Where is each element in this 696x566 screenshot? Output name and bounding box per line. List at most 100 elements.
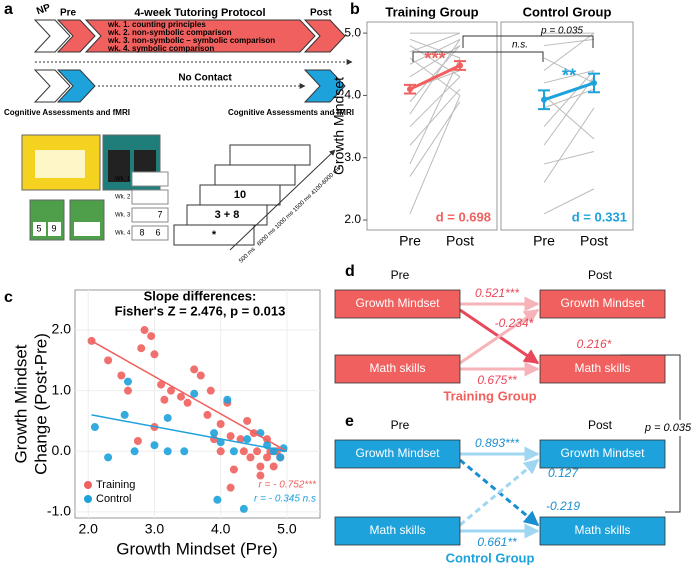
no-contact: No Contact bbox=[178, 73, 232, 84]
wk1-card bbox=[131, 171, 169, 187]
pre-chevron bbox=[56, 19, 96, 53]
individual-line bbox=[543, 38, 595, 47]
node-label: Math skills bbox=[369, 361, 425, 375]
column-head: Post bbox=[588, 418, 613, 432]
scatter-point bbox=[157, 380, 166, 389]
node-box bbox=[334, 354, 461, 384]
scatter-point bbox=[120, 410, 129, 419]
individual-line bbox=[543, 188, 595, 215]
legend-marker bbox=[84, 495, 92, 503]
panel-a-shapes bbox=[21, 19, 353, 251]
group-label: Training Group bbox=[443, 388, 536, 403]
path-coef: -0.219 bbox=[546, 499, 580, 513]
timing-label: 1500 ms bbox=[292, 193, 313, 213]
individual-line bbox=[543, 95, 595, 140]
x-tick-label: 2.0 bbox=[79, 521, 99, 537]
scatter-point bbox=[276, 453, 285, 462]
x-tick-label: Pre bbox=[533, 233, 555, 249]
x-axis-label: Growth Mindset (Pre) bbox=[116, 539, 278, 558]
scatter-point bbox=[196, 371, 205, 380]
scatter-point bbox=[239, 447, 248, 456]
r-label: r = - 0.345 n.s bbox=[254, 494, 316, 505]
node-label: Growth Mindset bbox=[355, 446, 440, 460]
y-tick-label: 3.0 bbox=[344, 150, 361, 164]
path-coef: 0.216* bbox=[577, 337, 612, 351]
x-tick-label: Pre bbox=[399, 233, 421, 249]
facet-panel bbox=[366, 21, 498, 231]
chart-title: Slope differences: bbox=[144, 288, 257, 303]
node-box bbox=[334, 289, 461, 319]
node-box bbox=[334, 439, 461, 469]
y-axis-label: Change (Post-Pre) bbox=[31, 333, 50, 475]
scatter-point bbox=[256, 462, 265, 471]
scatter-point bbox=[226, 432, 235, 441]
node-box bbox=[539, 289, 666, 319]
scatter-point bbox=[90, 423, 99, 432]
individual-line bbox=[543, 107, 595, 183]
node-label: Growth Mindset bbox=[560, 446, 645, 460]
scatter-point bbox=[226, 483, 235, 492]
card-2 bbox=[48, 222, 61, 236]
scatter-point bbox=[269, 462, 278, 471]
facet-title: Training Group bbox=[385, 4, 478, 19]
bracket-p: p = 0.035 bbox=[540, 26, 583, 37]
y-tick-label: 5.0 bbox=[344, 25, 361, 39]
mean-line bbox=[409, 64, 461, 91]
scatter-point bbox=[246, 453, 255, 462]
pre-label: Pre bbox=[60, 8, 77, 19]
mean-point bbox=[541, 96, 547, 103]
scatter-point bbox=[150, 350, 159, 359]
scatter-point bbox=[183, 398, 192, 407]
assess-left: Cognitive Assessments and fMRI bbox=[4, 108, 130, 117]
card-digit: 9 bbox=[51, 223, 56, 233]
facet-panel bbox=[500, 21, 634, 231]
facet-title: Control Group bbox=[523, 4, 612, 19]
individual-line bbox=[409, 45, 461, 78]
post-label: Post bbox=[310, 8, 332, 19]
np-chevron bbox=[33, 19, 71, 53]
node-label: Math skills bbox=[369, 523, 425, 537]
r-label: r = - 0.752*** bbox=[258, 480, 317, 491]
fit-line bbox=[91, 414, 288, 453]
node-box bbox=[539, 439, 666, 469]
y-tick-label: -1.0 bbox=[47, 503, 71, 519]
scatter-point bbox=[203, 410, 212, 419]
panel-label: a bbox=[4, 1, 13, 18]
protocol-title: 4-week Tutoring Protocol bbox=[134, 7, 265, 19]
legend-label: Control bbox=[96, 493, 131, 505]
individual-line bbox=[409, 32, 461, 53]
scatter-point bbox=[243, 435, 252, 444]
x-tick-label: 3.0 bbox=[145, 521, 165, 537]
path-coef: -0.234* bbox=[495, 316, 534, 330]
panel-label: e bbox=[345, 413, 354, 430]
path-arrow bbox=[459, 458, 540, 527]
protocol-chevron bbox=[84, 19, 316, 53]
np-chevron-2 bbox=[33, 69, 71, 103]
y-tick-label: 4.0 bbox=[344, 88, 361, 102]
path-coef: 0.521*** bbox=[475, 286, 519, 300]
x-tick-label: 4.0 bbox=[211, 521, 231, 537]
scatter-point bbox=[137, 344, 146, 353]
column-head: Pre bbox=[391, 418, 410, 432]
scatter-point bbox=[167, 386, 176, 395]
trial-screen-blank-1 bbox=[214, 164, 296, 186]
scatter-point bbox=[210, 429, 219, 438]
week-label: Wk. 1 bbox=[115, 177, 131, 183]
week-item: wk. 4. symbolic comparison bbox=[107, 44, 214, 53]
column-head: Post bbox=[588, 268, 613, 282]
scatter-point bbox=[206, 386, 215, 395]
scatter-point bbox=[130, 447, 139, 456]
significance: ** bbox=[562, 66, 576, 86]
card-1 bbox=[33, 222, 46, 236]
node-box bbox=[539, 354, 666, 384]
week-item: wk. 2. non-symbolic comparison bbox=[107, 28, 232, 37]
wk4-digit: 6 bbox=[155, 227, 160, 237]
group-p: p = 0.035 bbox=[644, 422, 692, 434]
scatter-point bbox=[147, 332, 156, 341]
scatter-point bbox=[229, 465, 238, 474]
individual-line bbox=[409, 95, 461, 214]
x-tick-label: 5.0 bbox=[277, 521, 297, 537]
individual-line bbox=[543, 151, 595, 165]
np-label: NP bbox=[35, 2, 52, 17]
scatter-point bbox=[229, 447, 238, 456]
